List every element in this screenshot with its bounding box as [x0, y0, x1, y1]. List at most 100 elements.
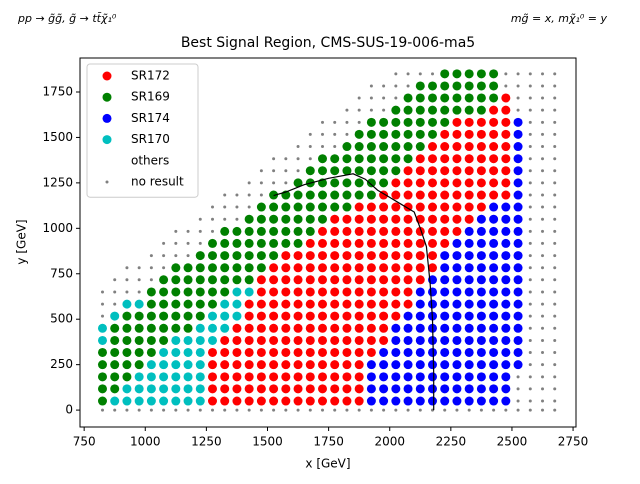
data-point	[354, 238, 364, 248]
data-point	[330, 347, 340, 357]
data-point	[501, 299, 511, 309]
data-point	[159, 384, 169, 394]
data-point	[379, 154, 389, 164]
data-point	[281, 287, 291, 297]
data-point	[379, 178, 389, 188]
data-point	[232, 263, 242, 273]
data-point	[244, 335, 254, 345]
data-point	[284, 408, 288, 412]
data-point	[366, 117, 376, 127]
data-point	[501, 190, 511, 200]
data-point	[183, 323, 193, 333]
data-point	[403, 384, 413, 394]
data-point	[391, 311, 401, 321]
legend-marker	[102, 113, 112, 123]
y-tick-label: 1250	[42, 175, 73, 189]
data-point	[320, 132, 324, 136]
data-point	[97, 323, 107, 333]
data-point	[391, 335, 401, 345]
data-point	[428, 105, 438, 115]
data-point	[528, 181, 532, 185]
data-point	[406, 72, 410, 76]
data-point	[369, 108, 373, 112]
x-tick-label: 1000	[130, 435, 161, 449]
data-point	[149, 254, 153, 258]
data-point	[415, 251, 425, 261]
data-point	[489, 105, 499, 115]
data-point	[513, 335, 523, 345]
data-point	[528, 108, 532, 112]
data-point	[330, 384, 340, 394]
data-point	[244, 214, 254, 224]
data-point	[415, 93, 425, 103]
data-point	[125, 266, 129, 270]
data-point	[293, 202, 303, 212]
data-point	[345, 408, 349, 412]
data-point	[541, 205, 545, 209]
data-point	[342, 251, 352, 261]
data-point	[146, 323, 156, 333]
data-point	[330, 178, 340, 188]
data-point	[183, 311, 193, 321]
data-point	[97, 384, 107, 394]
data-point	[513, 360, 523, 370]
data-point	[489, 93, 499, 103]
data-point	[541, 408, 545, 412]
data-point	[137, 266, 141, 270]
data-point	[195, 299, 205, 309]
data-point	[403, 372, 413, 382]
y-tick-label: 500	[50, 312, 73, 326]
data-point	[220, 287, 230, 297]
data-point	[308, 145, 312, 149]
data-point	[513, 226, 523, 236]
data-point	[183, 372, 193, 382]
data-point	[476, 323, 486, 333]
data-point	[296, 408, 300, 412]
data-point	[293, 226, 303, 236]
data-point	[195, 311, 205, 321]
data-point	[330, 287, 340, 297]
data-point	[342, 202, 352, 212]
data-point	[464, 299, 474, 309]
data-point	[146, 347, 156, 357]
data-point	[330, 226, 340, 236]
data-point	[440, 93, 450, 103]
data-point	[186, 241, 190, 245]
data-point	[440, 105, 450, 115]
data-point	[513, 238, 523, 248]
legend-label: SR170	[131, 132, 170, 146]
data-point	[513, 142, 523, 152]
x-tick-label: 2000	[374, 435, 405, 449]
data-point	[369, 408, 373, 412]
data-point	[403, 129, 413, 139]
data-point	[171, 396, 181, 406]
data-point	[464, 214, 474, 224]
data-point	[220, 251, 230, 261]
data-point	[272, 181, 276, 185]
data-point	[452, 214, 462, 224]
data-point	[281, 360, 291, 370]
data-point	[489, 226, 499, 236]
data-point	[366, 129, 376, 139]
data-point	[195, 347, 205, 357]
data-point	[244, 384, 254, 394]
data-point	[501, 129, 511, 139]
data-point	[415, 311, 425, 321]
data-point	[207, 384, 217, 394]
data-point	[452, 299, 462, 309]
data-point	[476, 238, 486, 248]
data-point	[269, 251, 279, 261]
data-point	[330, 335, 340, 345]
data-point	[501, 347, 511, 357]
data-point	[256, 299, 266, 309]
data-point	[541, 326, 545, 330]
data-point	[183, 275, 193, 285]
data-point	[369, 96, 373, 100]
data-point	[403, 347, 413, 357]
legend-label: SR174	[131, 111, 170, 125]
data-point	[391, 202, 401, 212]
data-point	[391, 287, 401, 297]
data-point	[281, 214, 291, 224]
data-point	[452, 105, 462, 115]
data-point	[428, 214, 438, 224]
